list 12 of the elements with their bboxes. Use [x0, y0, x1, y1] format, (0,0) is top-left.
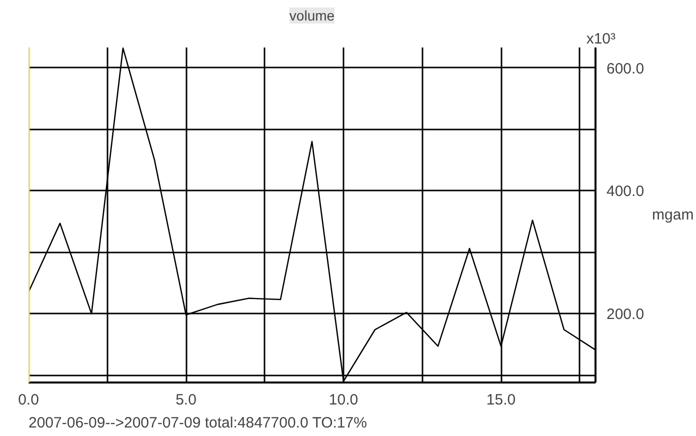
annotation: x10³: [586, 30, 616, 48]
y-tick-label: 600.0: [606, 60, 644, 78]
chart-title: volume: [289, 8, 335, 24]
y-axis-title: mgam: [652, 206, 694, 224]
y-tick-label: 200.0: [606, 306, 644, 324]
text: 2007-06-09-->2007-07-09 total:4847700.0 TO:17%: [28, 414, 367, 432]
x-tick-label: 0.0: [18, 392, 39, 408]
x-tick-label: 10.0: [328, 392, 358, 408]
x-tick-label: 15.0: [486, 392, 516, 408]
line-series: [28, 48, 596, 382]
x-tick-label: 5.0: [176, 392, 196, 408]
y-tick-label: 400.0: [606, 183, 644, 200]
